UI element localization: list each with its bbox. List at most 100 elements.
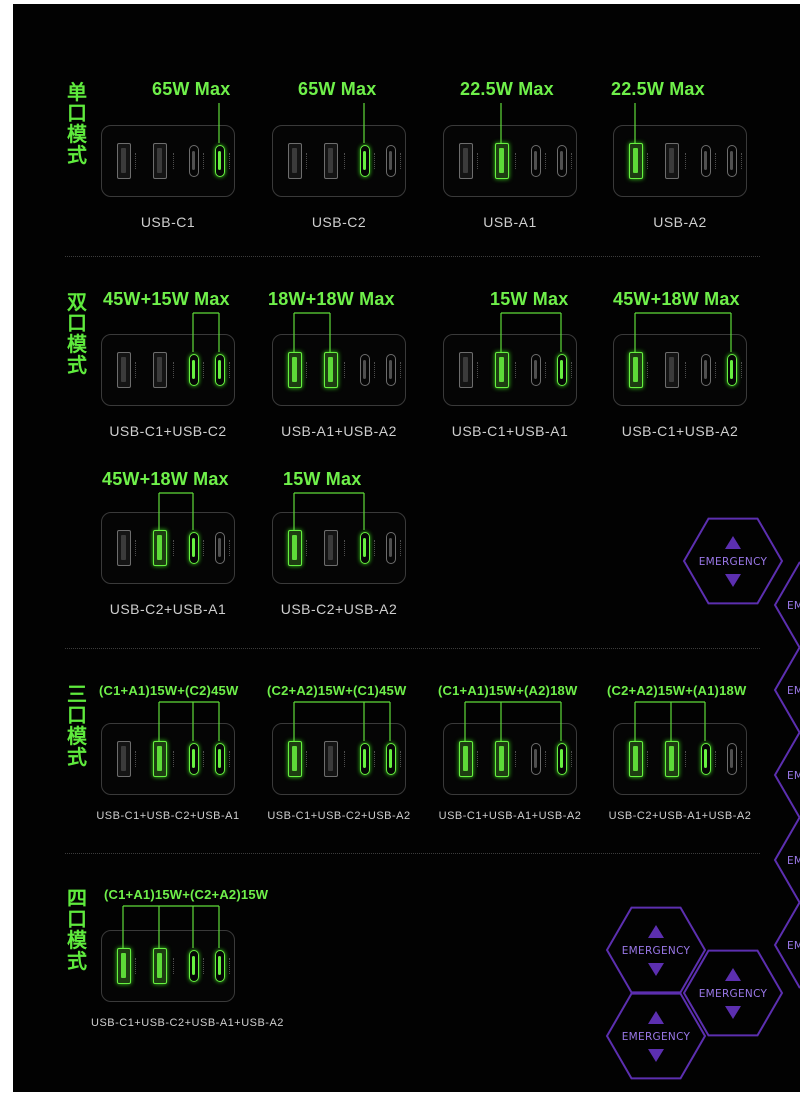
port-marking [398, 362, 404, 380]
triangle-up-icon [648, 1011, 664, 1024]
emergency-text: EME [787, 770, 800, 782]
port-c2-inactive [531, 743, 541, 775]
port-marking [683, 153, 689, 171]
port-marking [645, 153, 651, 171]
port-combination-label: USB-C1+USB-C2+USB-A2 [267, 810, 411, 822]
port-a2-active [288, 741, 302, 777]
port-c1-active [386, 743, 396, 775]
port-marking [513, 362, 519, 380]
port-marking [133, 153, 139, 171]
charger-diagram [272, 723, 406, 795]
port-c2-inactive [360, 354, 370, 386]
port-a1-active [665, 741, 679, 777]
port-a2-active [117, 948, 131, 984]
port-marking [171, 958, 177, 976]
mode-label-single: 单口模式 [67, 80, 87, 167]
port-marking [543, 362, 549, 380]
port-marking [304, 362, 310, 380]
port-combination-label: USB-A1+USB-A2 [281, 423, 397, 439]
power-rating-label: 15W Max [283, 469, 362, 489]
port-marking [372, 362, 378, 380]
hexagon-shape [773, 901, 800, 989]
port-marking [133, 362, 139, 380]
port-c1-inactive [727, 743, 737, 775]
port-marking [398, 540, 404, 558]
triangle-up-icon [725, 968, 741, 981]
port-combination-label: USB-A2 [653, 214, 707, 230]
charger-diagram [101, 930, 235, 1002]
port-c1-inactive [386, 145, 396, 177]
port-c1-active [727, 354, 737, 386]
port-marking [227, 362, 233, 380]
power-rating-label: 22.5W Max [611, 79, 705, 99]
hexagon-shape [773, 816, 800, 904]
emergency-text: EME [787, 600, 800, 612]
charger-diagram [101, 512, 235, 584]
power-rating-label: 65W Max [152, 79, 231, 99]
section-divider [65, 648, 760, 649]
port-a1-active [324, 352, 338, 388]
section-divider [65, 256, 760, 257]
port-combination-label: USB-C1+USB-A1+USB-A2 [438, 810, 582, 822]
port-a1-inactive [153, 352, 167, 388]
triangle-up-icon [648, 925, 664, 938]
emergency-text: EMERGENCY [699, 988, 768, 1000]
port-combination-label: USB-A1 [483, 214, 537, 230]
port-marking [739, 153, 745, 171]
port-marking [227, 540, 233, 558]
power-rating-label: (C1+A1)15W+(C2+A2)15W [104, 887, 269, 902]
port-combination-label: USB-C1+USB-C2+USB-A1 [96, 810, 240, 822]
port-c2-active [360, 743, 370, 775]
port-a1-inactive [324, 143, 338, 179]
power-rating-label: 45W+15W Max [103, 289, 230, 309]
port-marking [475, 153, 481, 171]
port-marking [645, 751, 651, 769]
hexagon-shape [605, 992, 707, 1080]
port-c2-active [189, 532, 199, 564]
port-a2-inactive [459, 143, 473, 179]
port-marking [227, 958, 233, 976]
port-c1-active [215, 354, 225, 386]
port-a2-inactive [117, 741, 131, 777]
port-marking [398, 153, 404, 171]
emergency-text: EMERGENCY [622, 1031, 691, 1043]
port-marking [739, 751, 745, 769]
port-c1-active [215, 950, 225, 982]
port-c1-inactive [727, 145, 737, 177]
port-c2-inactive [701, 354, 711, 386]
port-combination-label: USB-C2+USB-A1+USB-A2 [608, 810, 752, 822]
port-marking [372, 153, 378, 171]
power-rating-label: 65W Max [298, 79, 377, 99]
port-a2-inactive [117, 143, 131, 179]
charger-diagram [272, 512, 406, 584]
port-marking [513, 751, 519, 769]
port-marking [342, 540, 348, 558]
emergency-text: EMERGENCY [622, 945, 691, 957]
power-rating-label: (C2+A2)15W+(A1)18W [607, 683, 747, 698]
triangle-down-icon [648, 1049, 664, 1062]
charger-diagram [443, 125, 577, 197]
hexagon-shape [682, 517, 784, 605]
port-a1-inactive [324, 741, 338, 777]
port-combination-label: USB-C2+USB-A2 [280, 601, 398, 617]
port-marking [304, 153, 310, 171]
charger-diagram [613, 723, 747, 795]
emergency-text: EME [787, 855, 800, 867]
power-rating-label: (C1+A1)15W+(A2)18W [438, 683, 578, 698]
port-combination-label: USB-C1+USB-C2+USB-A1+USB-A2 [91, 1017, 284, 1029]
port-marking [372, 540, 378, 558]
port-marking [645, 362, 651, 380]
port-marking [513, 153, 519, 171]
charger-diagram [101, 125, 235, 197]
port-marking [475, 751, 481, 769]
port-marking [543, 751, 549, 769]
port-marking [227, 751, 233, 769]
charger-diagram [443, 334, 577, 406]
port-marking [171, 540, 177, 558]
power-rating-label: 45W+18W Max [613, 289, 740, 309]
hexagon-shape [773, 561, 800, 649]
port-a1-inactive [153, 143, 167, 179]
port-marking [133, 958, 139, 976]
port-marking [133, 751, 139, 769]
triangle-up-icon [725, 536, 741, 549]
